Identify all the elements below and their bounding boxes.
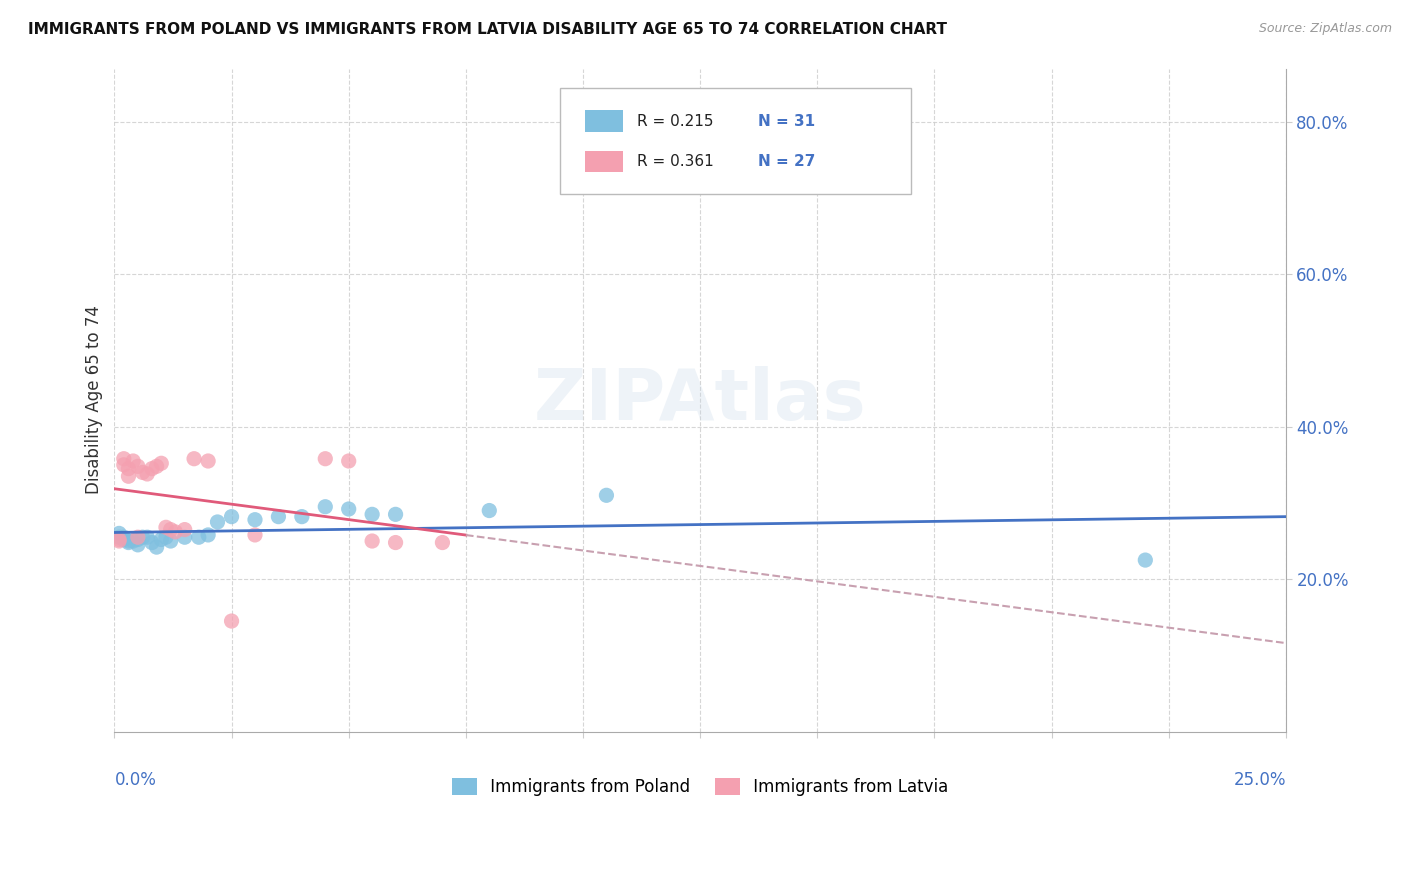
Point: [221, 509, 243, 524]
Point: [155, 520, 177, 534]
Point: [108, 526, 131, 541]
Text: Source: ZipAtlas.com: Source: ZipAtlas.com: [1258, 22, 1392, 36]
Point: [122, 454, 145, 468]
Point: [117, 534, 139, 549]
Point: [314, 451, 336, 466]
Point: [141, 461, 163, 475]
Point: [145, 540, 167, 554]
Point: [136, 467, 159, 481]
Point: [197, 528, 219, 542]
Point: [478, 503, 501, 517]
Point: [243, 513, 266, 527]
Bar: [585, 111, 623, 132]
Point: [165, 524, 187, 539]
Point: [159, 534, 181, 549]
Point: [197, 454, 219, 468]
Text: IMMIGRANTS FROM POLAND VS IMMIGRANTS FROM LATVIA DISABILITY AGE 65 TO 74 CORRELA: IMMIGRANTS FROM POLAND VS IMMIGRANTS FRO…: [28, 22, 948, 37]
Point: [155, 530, 177, 544]
Point: [117, 535, 139, 549]
Point: [112, 451, 135, 466]
Point: [108, 534, 131, 549]
Legend:  Immigrants from Poland,  Immigrants from Latvia: Immigrants from Poland, Immigrants from …: [444, 772, 955, 803]
Bar: [585, 152, 623, 172]
Point: [127, 538, 149, 552]
Point: [117, 469, 139, 483]
Point: [314, 500, 336, 514]
Point: [361, 508, 384, 522]
Point: [187, 530, 209, 544]
Point: [112, 530, 135, 544]
Point: [159, 523, 181, 537]
Text: ZIPAtlas: ZIPAtlas: [534, 366, 866, 434]
Point: [337, 454, 360, 468]
Point: [291, 509, 314, 524]
Point: [173, 523, 195, 537]
Point: [145, 459, 167, 474]
Text: N = 27: N = 27: [758, 154, 815, 169]
Point: [384, 508, 406, 522]
Point: [337, 502, 360, 516]
Point: [108, 533, 131, 547]
Text: 0.0%: 0.0%: [114, 772, 156, 789]
Point: [207, 515, 229, 529]
Text: R = 0.215: R = 0.215: [637, 113, 713, 128]
Point: [267, 509, 290, 524]
Y-axis label: Disability Age 65 to 74: Disability Age 65 to 74: [86, 306, 103, 494]
Point: [150, 533, 173, 547]
Point: [127, 459, 149, 474]
Point: [1135, 553, 1157, 567]
Point: [173, 530, 195, 544]
FancyBboxPatch shape: [560, 88, 911, 194]
Text: N = 31: N = 31: [758, 113, 814, 128]
Point: [108, 530, 131, 544]
Point: [136, 530, 159, 544]
Point: [150, 456, 173, 470]
Text: 25.0%: 25.0%: [1233, 772, 1286, 789]
Point: [595, 488, 617, 502]
Point: [127, 530, 149, 544]
Point: [183, 451, 205, 466]
Point: [131, 466, 153, 480]
Point: [122, 534, 145, 549]
Point: [112, 533, 135, 547]
Point: [243, 528, 266, 542]
Point: [127, 533, 149, 547]
Point: [361, 534, 384, 549]
Point: [131, 530, 153, 544]
Point: [141, 535, 163, 549]
Point: [432, 535, 454, 549]
Text: R = 0.361: R = 0.361: [637, 154, 714, 169]
Point: [384, 535, 406, 549]
Point: [117, 461, 139, 475]
Point: [221, 614, 243, 628]
Point: [112, 458, 135, 472]
